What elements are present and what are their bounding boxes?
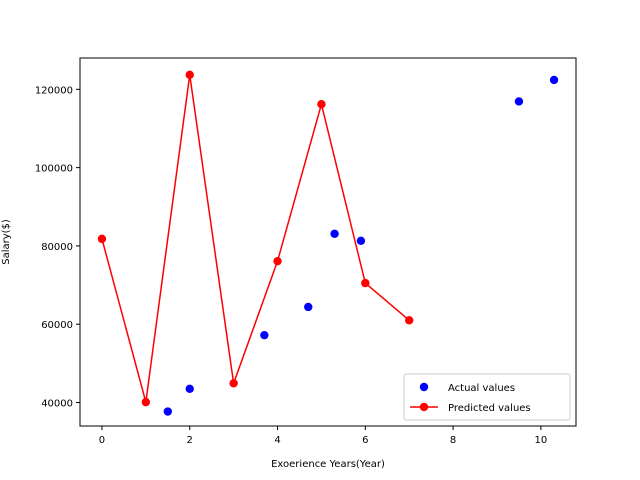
x-tick-label: 0 (99, 435, 105, 446)
actual-value-point (185, 384, 194, 394)
axes-frame (79, 57, 577, 427)
actual-value-point (260, 330, 269, 340)
y-tick-label: 40000 (41, 399, 73, 410)
y-axis-label: Salary($) (1, 219, 12, 265)
predicted-value-point (141, 397, 151, 407)
legend-marker-predicted (419, 402, 429, 412)
y-tick-label: 100000 (35, 164, 73, 175)
legend: Actual values Predicted values (403, 373, 571, 421)
legend-label-actual: Actual values (448, 383, 515, 394)
x-tick-label: 6 (362, 435, 368, 446)
x-tick-label: 4 (274, 435, 280, 446)
y-tick-label: 120000 (35, 85, 73, 96)
actual-value-point (330, 229, 339, 238)
y-tick-label: 60000 (41, 320, 73, 331)
x-tick-label: 2 (187, 435, 193, 446)
x-tick-label: 8 (450, 435, 456, 446)
y-axis-ticks: 40000 60000 80000 100000 120000 (35, 85, 80, 410)
legend-label-predicted: Predicted values (448, 403, 531, 414)
x-axis-ticks: 0 2 4 6 8 10 (99, 426, 547, 446)
actual-value-point (163, 407, 172, 416)
predicted-value-point (229, 379, 238, 388)
y-tick-label: 80000 (41, 242, 73, 253)
predicted-value-point (185, 70, 194, 80)
actual-value-point (514, 97, 524, 106)
predicted-value-point (273, 256, 282, 266)
actual-value-point (549, 75, 559, 85)
series-layer (97, 70, 559, 416)
predicted-value-point (317, 99, 326, 109)
predicted-value-point (405, 316, 414, 325)
legend-box (403, 373, 571, 421)
predicted-value-point (97, 234, 107, 244)
legend-marker-actual (419, 382, 429, 392)
predicted-value-point (361, 278, 370, 288)
actual-value-point (356, 236, 366, 246)
actual-value-point (304, 302, 313, 312)
series-line-predicted (101, 74, 410, 403)
x-axis-label: Exoerience Years(Year) (271, 459, 385, 470)
x-tick-label: 10 (535, 435, 548, 446)
